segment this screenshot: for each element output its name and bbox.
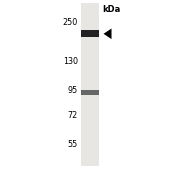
Polygon shape: [104, 28, 112, 39]
Bar: [81, 3, 99, 166]
Text: kDa: kDa: [103, 5, 121, 14]
Text: 55: 55: [68, 140, 78, 149]
Text: 72: 72: [68, 111, 78, 120]
Text: 130: 130: [63, 57, 78, 66]
Text: 95: 95: [68, 86, 78, 95]
Bar: [81, 30, 99, 37]
Bar: [81, 90, 99, 95]
Text: 250: 250: [63, 18, 78, 27]
